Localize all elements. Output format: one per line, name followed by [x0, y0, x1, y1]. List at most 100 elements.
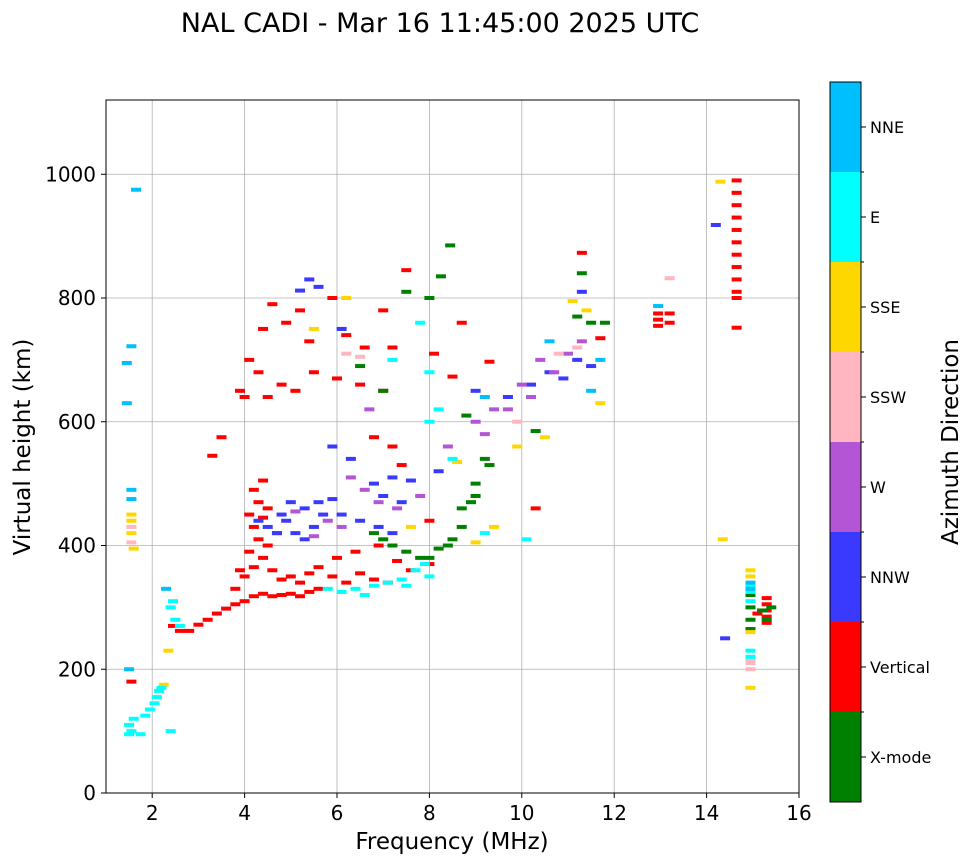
- data-point: [341, 580, 352, 585]
- data-point: [193, 622, 204, 627]
- data-point: [156, 685, 167, 690]
- data-point: [359, 345, 370, 350]
- colorbar-segment: [830, 352, 861, 442]
- data-point: [368, 583, 379, 588]
- data-point: [149, 701, 160, 706]
- data-point: [308, 534, 319, 539]
- series-w: [290, 339, 587, 539]
- data-point: [332, 376, 342, 381]
- data-point: [276, 593, 287, 597]
- data-point: [392, 558, 403, 563]
- data-point: [271, 531, 282, 536]
- data-point: [163, 648, 174, 653]
- data-point: [415, 494, 426, 498]
- data-point: [313, 586, 324, 591]
- data-point: [576, 289, 587, 294]
- data-point: [558, 376, 569, 381]
- data-point: [512, 419, 523, 424]
- data-point: [731, 203, 742, 208]
- colorbar-segment: [830, 172, 861, 262]
- data-point: [161, 586, 172, 591]
- data-point: [470, 494, 481, 498]
- data-point: [267, 302, 278, 307]
- data-point: [429, 351, 440, 356]
- data-point: [745, 667, 756, 672]
- data-point: [308, 370, 319, 375]
- data-point: [174, 628, 185, 633]
- data-point: [512, 444, 523, 449]
- data-point: [327, 296, 338, 300]
- data-point: [304, 339, 315, 344]
- data-point: [479, 456, 490, 461]
- data-point: [586, 388, 597, 393]
- data-point: [745, 654, 756, 659]
- data-point: [230, 586, 241, 591]
- data-point: [230, 602, 241, 607]
- data-point: [720, 636, 731, 641]
- data-point: [419, 562, 430, 567]
- data-point: [355, 382, 366, 387]
- data-point: [664, 320, 675, 325]
- data-point: [167, 623, 178, 628]
- data-point: [731, 252, 742, 257]
- data-point: [216, 435, 227, 440]
- data-point: [664, 311, 675, 316]
- colorbar-frame: [829, 81, 862, 803]
- data-point: [248, 524, 259, 529]
- data-point: [424, 296, 435, 300]
- data-point: [350, 586, 361, 591]
- colorbar-segment: [830, 442, 861, 532]
- y-tick-label: 200: [58, 657, 96, 681]
- data-point: [396, 463, 407, 468]
- data-point: [285, 574, 296, 579]
- data-point: [239, 574, 250, 579]
- data-point: [595, 336, 606, 341]
- data-point: [392, 506, 403, 511]
- colorbar-tick-label: X-mode: [870, 748, 931, 767]
- data-point: [761, 617, 772, 622]
- data-point: [290, 531, 301, 536]
- data-point: [336, 589, 347, 594]
- data-point: [234, 388, 245, 393]
- data-point: [549, 370, 560, 375]
- colorbar-tick-label: SSE: [870, 298, 900, 317]
- data-point: [761, 596, 772, 601]
- data-point: [405, 478, 416, 483]
- data-point: [745, 586, 756, 591]
- data-point: [410, 568, 421, 573]
- data-point: [281, 320, 292, 325]
- data-point: [563, 351, 573, 356]
- data-point: [757, 608, 768, 613]
- data-point: [401, 268, 412, 273]
- data-point: [165, 729, 176, 734]
- data-point: [126, 524, 137, 529]
- data-point: [258, 326, 269, 331]
- data-point: [313, 284, 324, 289]
- data-point: [126, 487, 137, 492]
- data-point: [239, 395, 250, 399]
- data-point: [731, 296, 742, 300]
- data-point: [433, 546, 444, 551]
- series-nnw: [253, 222, 731, 641]
- x-tick-label: 4: [238, 801, 251, 825]
- data-point: [276, 382, 287, 387]
- data-point: [308, 326, 319, 331]
- data-point: [761, 620, 772, 625]
- data-point: [731, 215, 742, 220]
- data-point: [184, 628, 195, 633]
- colorbar-tick-label: SSW: [870, 388, 906, 407]
- data-point: [576, 271, 587, 276]
- data-point: [401, 549, 412, 554]
- data-point: [304, 277, 315, 282]
- colorbar-segment: [830, 262, 861, 352]
- data-point: [456, 506, 467, 511]
- data-point: [731, 190, 742, 195]
- data-point: [248, 487, 259, 492]
- x-tick-label: 6: [331, 801, 344, 825]
- data-point: [262, 543, 273, 548]
- data-point: [126, 729, 137, 734]
- x-axis-label: Frequency (MHz): [355, 829, 548, 855]
- data-point: [313, 565, 324, 570]
- colorbar-tick-label: NNW: [870, 568, 910, 587]
- data-point: [489, 524, 500, 529]
